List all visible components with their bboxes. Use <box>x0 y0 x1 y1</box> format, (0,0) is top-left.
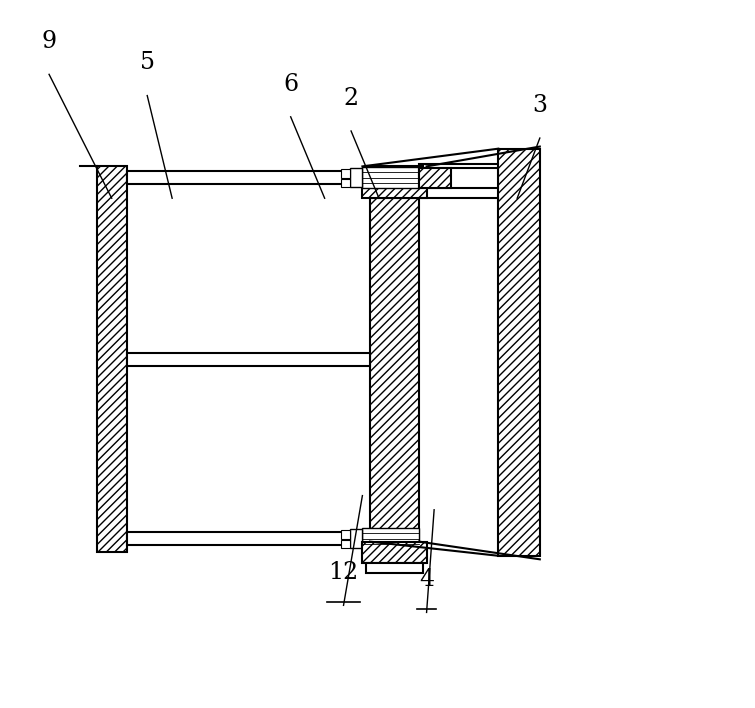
Bar <box>341 530 350 539</box>
Bar <box>498 149 540 556</box>
Text: 2: 2 <box>344 87 359 110</box>
Bar <box>370 198 419 542</box>
Bar <box>362 177 427 198</box>
Bar <box>362 542 427 563</box>
Bar <box>419 168 498 188</box>
Bar <box>97 166 127 552</box>
Bar <box>350 529 362 548</box>
Text: 4: 4 <box>419 569 434 591</box>
Text: 6: 6 <box>283 73 298 96</box>
Bar <box>366 563 423 573</box>
Bar <box>341 178 350 188</box>
Text: 3: 3 <box>532 94 547 117</box>
Bar <box>366 166 423 177</box>
Bar <box>127 353 370 365</box>
Bar <box>362 167 419 188</box>
Bar <box>350 169 362 188</box>
Bar <box>341 539 350 548</box>
Bar <box>362 528 419 549</box>
Bar <box>127 171 370 184</box>
Bar <box>341 169 350 178</box>
Text: 9: 9 <box>42 30 57 53</box>
Text: 12: 12 <box>328 561 359 584</box>
Text: 5: 5 <box>140 52 155 74</box>
Bar <box>419 168 451 188</box>
Bar <box>127 532 370 545</box>
